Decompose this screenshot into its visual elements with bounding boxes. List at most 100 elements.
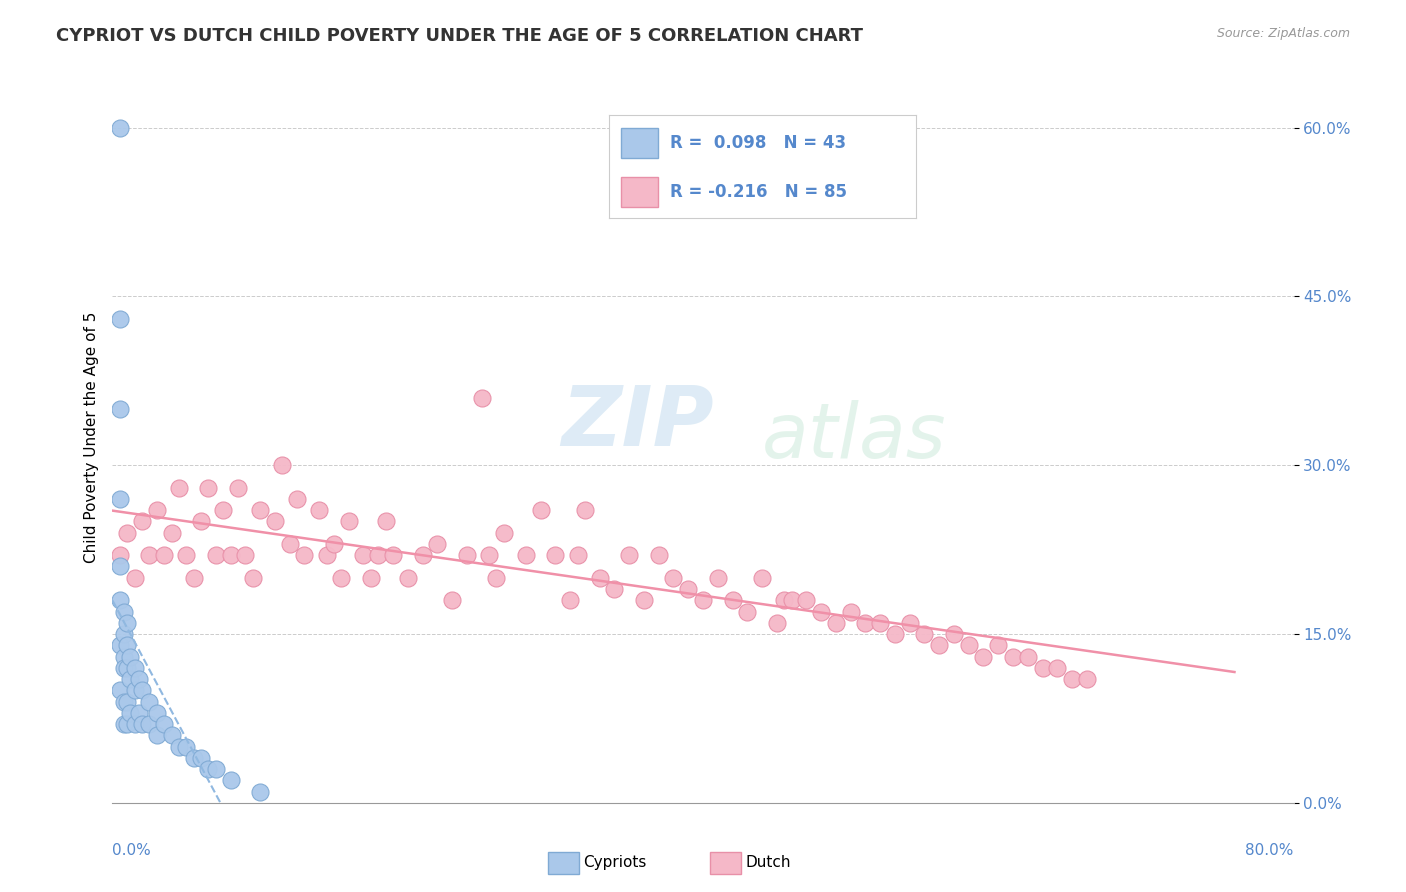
Point <box>285 491 308 506</box>
Point <box>973 649 995 664</box>
Point <box>737 605 759 619</box>
Point <box>117 717 138 731</box>
Point <box>633 593 655 607</box>
Point <box>315 548 337 562</box>
Point <box>706 571 728 585</box>
Point <box>212 503 235 517</box>
Point <box>884 627 907 641</box>
Point <box>374 515 396 529</box>
Point <box>120 649 142 664</box>
Point <box>242 571 264 585</box>
Point <box>1076 672 1098 686</box>
Point <box>678 582 700 596</box>
Point <box>112 649 135 664</box>
Point <box>112 605 135 619</box>
Text: Dutch: Dutch <box>745 855 790 870</box>
Point <box>138 694 160 708</box>
Point <box>411 548 433 562</box>
Point <box>160 525 183 540</box>
Point <box>588 571 610 585</box>
Point <box>112 627 135 641</box>
Point <box>529 503 551 517</box>
Text: CYPRIOT VS DUTCH CHILD POVERTY UNDER THE AGE OF 5 CORRELATION CHART: CYPRIOT VS DUTCH CHILD POVERTY UNDER THE… <box>56 27 863 45</box>
Point <box>323 537 346 551</box>
Point <box>839 605 862 619</box>
Point <box>120 672 142 686</box>
Text: atlas: atlas <box>762 401 946 474</box>
Point <box>138 548 160 562</box>
Y-axis label: Child Poverty Under the Age of 5: Child Poverty Under the Age of 5 <box>83 311 98 563</box>
Point <box>112 694 135 708</box>
Point <box>124 661 146 675</box>
Point <box>226 481 249 495</box>
Point <box>957 638 980 652</box>
Point <box>352 548 374 562</box>
Point <box>205 548 228 562</box>
Point <box>544 548 567 562</box>
Point <box>382 548 405 562</box>
Point <box>131 717 153 731</box>
Point <box>558 593 582 607</box>
Point <box>108 548 131 562</box>
Point <box>692 593 714 607</box>
Point <box>219 548 242 562</box>
Point <box>153 548 176 562</box>
Point <box>138 717 160 731</box>
Point <box>117 694 138 708</box>
Point <box>898 615 921 630</box>
Point <box>426 537 449 551</box>
Point <box>773 593 796 607</box>
Point <box>824 615 846 630</box>
Point <box>515 548 537 562</box>
Point <box>278 537 301 551</box>
Point <box>914 627 936 641</box>
Point <box>987 638 1010 652</box>
Point <box>190 515 212 529</box>
Point <box>796 593 818 607</box>
Point <box>117 638 138 652</box>
Point <box>167 481 190 495</box>
Point <box>367 548 389 562</box>
Point <box>124 683 146 698</box>
Point <box>567 548 589 562</box>
Text: Source: ZipAtlas.com: Source: ZipAtlas.com <box>1216 27 1350 40</box>
Point <box>292 548 315 562</box>
Point <box>160 728 183 742</box>
Point <box>1032 661 1054 675</box>
Point <box>308 503 330 517</box>
Point <box>1017 649 1039 664</box>
Point <box>146 728 169 742</box>
Point <box>928 638 950 652</box>
Point <box>174 548 197 562</box>
Point <box>117 615 138 630</box>
Point <box>219 773 242 788</box>
Point <box>470 391 494 405</box>
Point <box>120 706 142 720</box>
Point <box>478 548 501 562</box>
Point <box>131 683 153 698</box>
Point <box>721 593 744 607</box>
Point <box>108 593 131 607</box>
Point <box>492 525 515 540</box>
Point <box>360 571 382 585</box>
Point <box>128 706 150 720</box>
Point <box>117 661 138 675</box>
Point <box>108 638 131 652</box>
Point <box>456 548 478 562</box>
Point <box>1046 661 1069 675</box>
Point <box>197 481 219 495</box>
Point <box>190 751 212 765</box>
Point <box>249 784 271 798</box>
Point <box>205 762 228 776</box>
Point <box>233 548 256 562</box>
Point <box>264 515 287 529</box>
Point <box>183 751 205 765</box>
Point <box>855 615 877 630</box>
Point <box>183 571 205 585</box>
Point <box>619 548 641 562</box>
Text: 80.0%: 80.0% <box>1246 843 1294 858</box>
Point <box>167 739 190 754</box>
Point <box>124 571 146 585</box>
Point <box>112 661 135 675</box>
Point <box>942 627 965 641</box>
